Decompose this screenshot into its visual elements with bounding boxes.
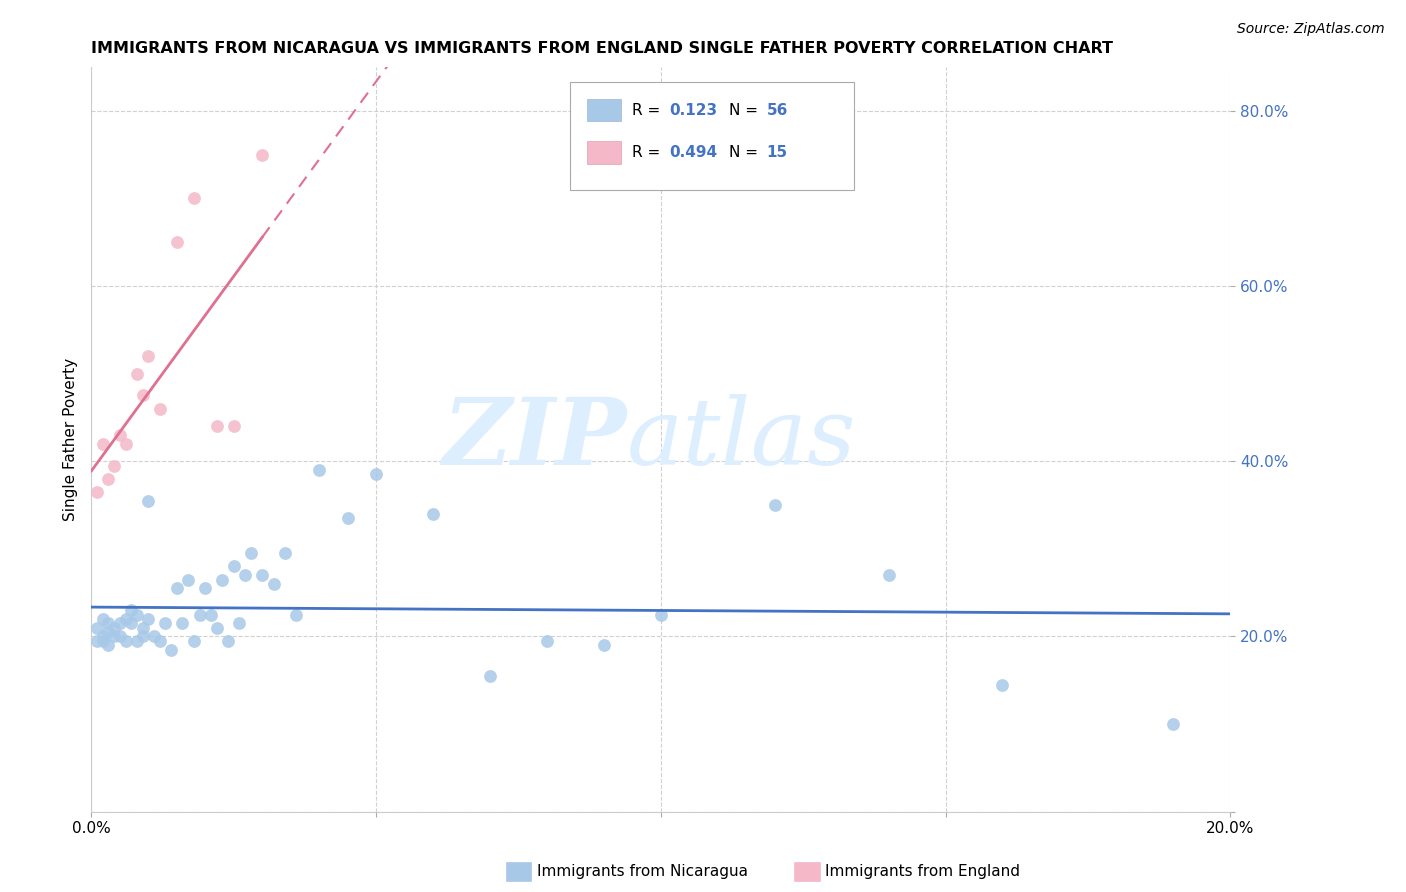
Point [593, 638, 616, 652]
Point [131, 388, 153, 402]
Text: N =: N = [730, 103, 763, 118]
Point [217, 633, 239, 648]
Point [86, 484, 108, 499]
Point [103, 458, 125, 473]
Point [991, 678, 1014, 692]
Point [108, 630, 131, 644]
Point [120, 616, 142, 631]
Point [194, 582, 217, 596]
Text: R =: R = [633, 103, 665, 118]
Point [108, 616, 131, 631]
Point [114, 633, 136, 648]
Point [86, 633, 108, 648]
Text: 0.494: 0.494 [669, 145, 717, 160]
Point [233, 568, 256, 582]
Point [120, 603, 142, 617]
Point [138, 493, 160, 508]
Point [131, 621, 153, 635]
Point [143, 630, 166, 644]
Point [91, 630, 114, 644]
Text: R =: R = [633, 145, 665, 160]
Point [222, 559, 245, 574]
Point [422, 507, 444, 521]
Point [222, 419, 245, 434]
Point [188, 607, 211, 622]
Point [336, 511, 359, 525]
FancyBboxPatch shape [586, 141, 621, 164]
Point [250, 147, 273, 161]
Point [285, 607, 308, 622]
Point [478, 669, 502, 683]
Point [91, 436, 114, 450]
Point [1161, 717, 1184, 731]
Point [103, 630, 125, 644]
Point [97, 472, 120, 486]
Point [125, 607, 148, 622]
Text: N =: N = [730, 145, 763, 160]
Point [239, 546, 262, 560]
Point [536, 633, 558, 648]
Text: Immigrants from Nicaragua: Immigrants from Nicaragua [537, 864, 748, 879]
Point [97, 638, 120, 652]
Text: 0.123: 0.123 [669, 103, 717, 118]
Point [149, 401, 172, 416]
Point [149, 633, 172, 648]
Point [91, 612, 114, 626]
Point [205, 621, 228, 635]
Text: 15: 15 [766, 145, 787, 160]
Point [86, 621, 108, 635]
Text: Immigrants from England: Immigrants from England [825, 864, 1021, 879]
Point [125, 367, 148, 381]
Point [650, 607, 672, 622]
Point [183, 191, 205, 205]
Point [166, 235, 188, 249]
Point [138, 612, 160, 626]
Point [97, 616, 120, 631]
Point [114, 612, 136, 626]
Point [228, 616, 250, 631]
Point [877, 568, 900, 582]
FancyBboxPatch shape [586, 99, 621, 121]
Point [97, 625, 120, 640]
Text: IMMIGRANTS FROM NICARAGUA VS IMMIGRANTS FROM ENGLAND SINGLE FATHER POVERTY CORRE: IMMIGRANTS FROM NICARAGUA VS IMMIGRANTS … [91, 41, 1114, 56]
FancyBboxPatch shape [569, 82, 855, 190]
Point [211, 573, 233, 587]
Point [166, 582, 188, 596]
Point [103, 621, 125, 635]
Point [205, 419, 228, 434]
Point [177, 573, 200, 587]
Point [308, 463, 330, 477]
Point [108, 428, 131, 442]
Point [183, 633, 205, 648]
Text: atlas: atlas [627, 394, 856, 484]
Point [263, 577, 285, 591]
Point [160, 642, 183, 657]
Point [274, 546, 297, 560]
Point [91, 633, 114, 648]
Point [155, 616, 177, 631]
Point [125, 633, 148, 648]
Point [114, 436, 136, 450]
Text: 56: 56 [766, 103, 789, 118]
Point [250, 568, 273, 582]
Text: Source: ZipAtlas.com: Source: ZipAtlas.com [1237, 22, 1385, 37]
Y-axis label: Single Father Poverty: Single Father Poverty [62, 358, 77, 521]
Point [200, 607, 222, 622]
Point [138, 349, 160, 363]
Point [131, 630, 153, 644]
Point [763, 498, 786, 512]
Text: ZIP: ZIP [443, 394, 627, 484]
Point [364, 467, 387, 482]
Point [172, 616, 194, 631]
